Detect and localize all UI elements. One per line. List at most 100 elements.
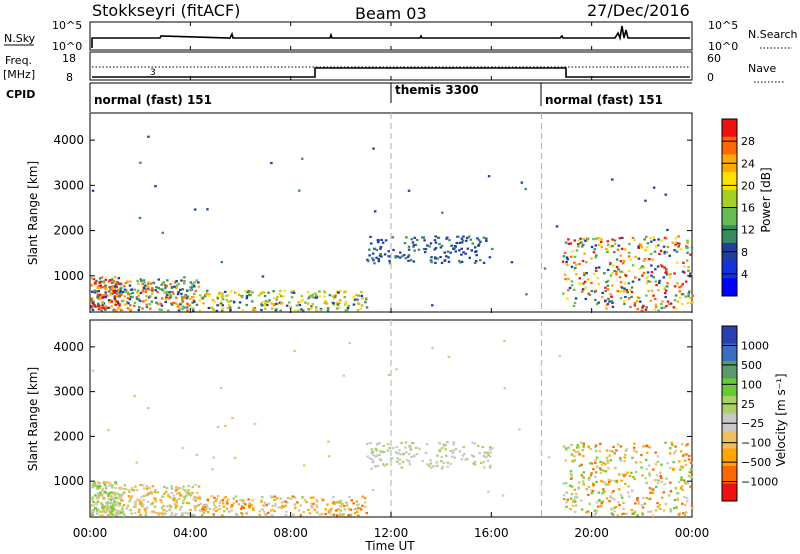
velocity-echo-point bbox=[177, 497, 181, 501]
power-echo-point bbox=[128, 284, 132, 287]
velocity-echo-point bbox=[616, 514, 620, 517]
power-echo-point bbox=[566, 263, 569, 267]
power-echo-point bbox=[674, 294, 678, 297]
velocity-echo-point bbox=[355, 500, 359, 503]
power-echo-point bbox=[247, 289, 250, 293]
power-echo-point bbox=[224, 294, 228, 297]
power-colorbar-swatch bbox=[722, 278, 737, 297]
power-echo-point bbox=[447, 260, 451, 263]
velocity-echo-point bbox=[397, 452, 400, 455]
velocity-echo-point bbox=[110, 507, 114, 510]
power-scatter bbox=[90, 135, 695, 312]
power-echo-point bbox=[543, 267, 547, 270]
velocity-echo-point bbox=[672, 461, 675, 464]
velocity-echo-point bbox=[682, 512, 685, 515]
velocity-echo-point bbox=[303, 498, 307, 502]
velocity-echo-point bbox=[183, 489, 187, 492]
power-echo-point bbox=[477, 244, 480, 247]
velocity-echo-point bbox=[144, 494, 148, 497]
power-echo-point bbox=[613, 251, 616, 254]
velocity-echo-point bbox=[600, 492, 604, 495]
velocity-echo-point bbox=[110, 491, 113, 494]
velocity-echo-point bbox=[389, 457, 393, 461]
power-echo-point bbox=[441, 211, 444, 214]
velocity-echo-point bbox=[125, 507, 129, 510]
power-echo-point bbox=[664, 193, 668, 196]
power-echo-point bbox=[114, 303, 118, 307]
power-echo-point bbox=[434, 261, 437, 264]
power-echo-point bbox=[225, 298, 229, 302]
power-echo-point bbox=[250, 300, 254, 303]
power-echo-point bbox=[562, 255, 566, 258]
velocity-echo-point bbox=[662, 491, 666, 494]
power-colorbar-tick-label: 20 bbox=[741, 179, 755, 192]
power-echo-point bbox=[156, 291, 159, 294]
velocity-echo-point bbox=[674, 487, 678, 490]
power-echo-point bbox=[192, 295, 195, 299]
velocity-echo-point bbox=[213, 504, 216, 507]
velocity-echo-point bbox=[343, 508, 347, 511]
power-echo-point bbox=[601, 291, 604, 295]
power-echo-point bbox=[211, 299, 215, 302]
velocity-echo-point bbox=[101, 506, 104, 509]
velocity-echo-point bbox=[95, 496, 99, 500]
power-echo-point bbox=[639, 244, 643, 247]
velocity-echo-point bbox=[620, 513, 624, 516]
power-echo-point bbox=[410, 238, 414, 241]
power-echo-point bbox=[577, 245, 580, 248]
velocity-echo-point bbox=[595, 509, 599, 512]
power-echo-point bbox=[565, 261, 568, 264]
date-label: 27/Dec/2016 bbox=[587, 1, 690, 20]
velocity-echo-point bbox=[573, 510, 577, 514]
power-echo-point bbox=[620, 270, 624, 273]
power-echo-point bbox=[654, 305, 658, 309]
power-echo-point bbox=[272, 303, 276, 306]
power-echo-point bbox=[221, 298, 225, 301]
power-echo-point bbox=[660, 302, 663, 306]
power-echo-point bbox=[278, 301, 282, 304]
power-echo-point bbox=[584, 286, 587, 289]
power-echo-point bbox=[131, 295, 134, 299]
velocity-echo-point bbox=[253, 422, 257, 426]
velocity-echo-point bbox=[258, 513, 261, 517]
velocity-echo-point bbox=[573, 498, 576, 502]
velocity-echo-point bbox=[273, 498, 276, 502]
power-echo-point bbox=[111, 285, 114, 288]
velocity-echo-point bbox=[175, 499, 178, 502]
power-echo-point bbox=[620, 286, 624, 289]
power-echo-point bbox=[434, 257, 437, 260]
power-echo-point bbox=[462, 235, 465, 238]
velocity-echo-point bbox=[685, 444, 688, 447]
velocity-echo-point bbox=[598, 450, 602, 453]
velocity-echo-point bbox=[439, 460, 443, 463]
velocity-echo-point bbox=[233, 456, 237, 459]
power-echo-point bbox=[90, 290, 94, 293]
power-echo-point bbox=[606, 303, 610, 306]
power-echo-point bbox=[600, 245, 604, 248]
power-echo-point bbox=[637, 257, 641, 260]
power-echo-point bbox=[202, 302, 205, 305]
power-echo-point bbox=[649, 280, 652, 283]
velocity-echo-point bbox=[672, 467, 675, 470]
power-echo-point bbox=[331, 295, 335, 298]
power-echo-point bbox=[663, 252, 666, 255]
velocity-echo-point bbox=[486, 459, 490, 462]
velocity-echo-point bbox=[173, 513, 177, 517]
power-echo-point bbox=[267, 291, 270, 294]
power-echo-point bbox=[368, 254, 371, 257]
velocity-echo-point bbox=[95, 495, 99, 498]
velocity-echo-point bbox=[483, 451, 487, 454]
power-echo-point bbox=[102, 280, 105, 283]
velocity-echo-point bbox=[449, 462, 452, 465]
power-echo-point bbox=[636, 299, 639, 303]
power-echo-point bbox=[369, 235, 372, 238]
velocity-colorbar-swatch bbox=[722, 413, 737, 432]
power-echo-point bbox=[585, 261, 588, 264]
velocity-echo-point bbox=[282, 500, 286, 503]
power-echo-point bbox=[520, 181, 524, 184]
velocity-echo-point bbox=[572, 449, 576, 452]
power-echo-point bbox=[573, 261, 576, 264]
power-echo-point bbox=[606, 268, 610, 272]
power-echo-point bbox=[466, 247, 470, 250]
velocity-echo-point bbox=[349, 508, 353, 511]
